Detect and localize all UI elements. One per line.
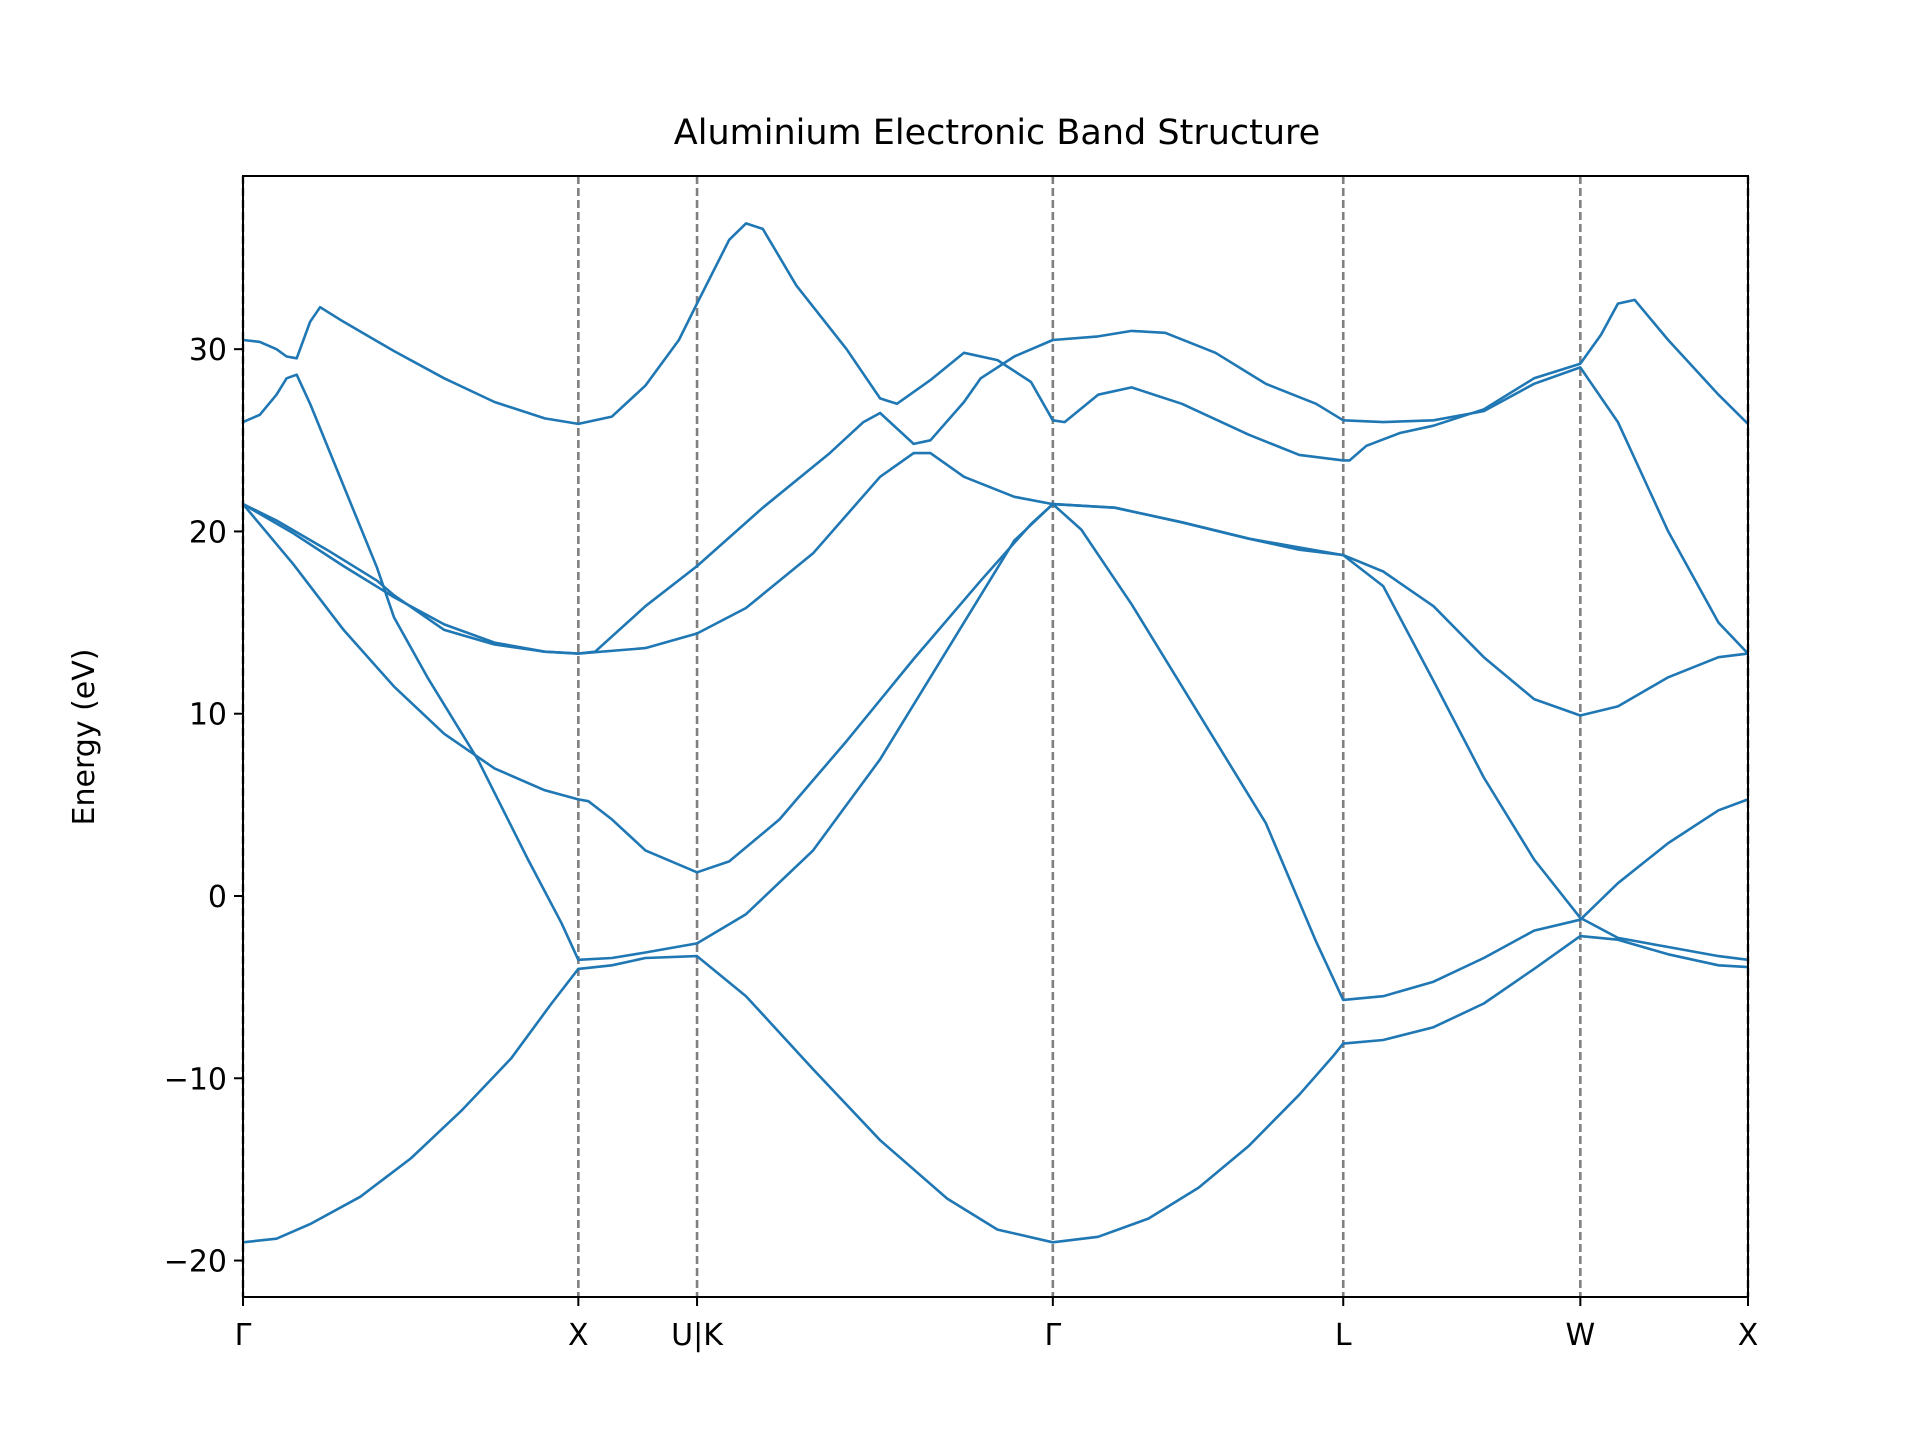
x-tick-label: X	[1738, 1318, 1759, 1353]
y-tick-label: 10	[189, 698, 227, 733]
y-axis-ticks: −20 −10 0 10 20 30	[164, 333, 243, 1280]
band-line-4	[242, 373, 1749, 962]
x-tick-label: X	[568, 1318, 589, 1353]
y-tick-label: 30	[189, 333, 227, 368]
band-line-1	[242, 934, 1749, 1244]
x-tick-label: U|K	[671, 1318, 724, 1353]
x-axis-ticks: Γ X U|K Γ L W X	[235, 1297, 1759, 1353]
y-tick-label: −10	[164, 1062, 227, 1097]
plot-frame	[242, 175, 1749, 1298]
y-axis-label: Energy (eV)	[67, 649, 102, 826]
y-tick-label: −20	[164, 1245, 227, 1280]
y-tick-label: 0	[208, 880, 227, 915]
x-tick-label: W	[1565, 1318, 1595, 1353]
band-lines	[242, 222, 1749, 1244]
band-line-6	[242, 222, 1749, 462]
chart-title: Aluminium Electronic Band Structure	[674, 113, 1320, 153]
band-line-3	[242, 451, 1749, 717]
x-tick-label: L	[1335, 1318, 1352, 1353]
y-tick-label: 20	[189, 515, 227, 550]
x-tick-label: Γ	[1044, 1318, 1061, 1353]
x-tick-label: Γ	[235, 1318, 252, 1353]
